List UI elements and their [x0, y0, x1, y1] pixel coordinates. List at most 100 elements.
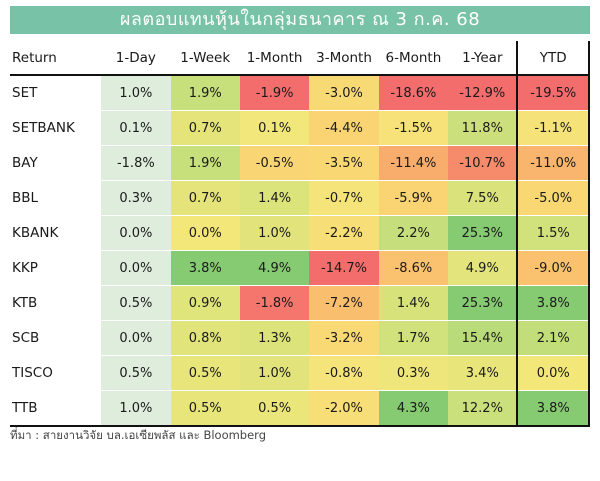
chart-title: ผลตอบแทนหุ้นในกลุ่มธนาคาร ณ 3 ก.ค. 68	[10, 6, 590, 34]
heatmap-cell: -1.5%	[378, 110, 449, 146]
row-label: TISCO	[10, 355, 102, 391]
heatmap-cell: 25.3%	[448, 285, 518, 321]
heatmap-cell: 3.4%	[448, 355, 518, 391]
heatmap-cell: 1.0%	[239, 215, 310, 251]
table-row-bay: BAY -1.8% 1.9% -0.5% -3.5% -11.4% -10.7% -11.0%	[10, 145, 590, 181]
heatmap-cell: 0.5%	[170, 390, 240, 427]
heatmap-cell: 0.0%	[101, 215, 171, 251]
heatmap-cell: -1.1%	[516, 110, 590, 146]
heatmap-cell: -3.0%	[309, 75, 379, 111]
table-row-bbl: BBL 0.3% 0.7% 1.4% -0.7% -5.9% 7.5% -5.0%	[10, 180, 590, 216]
heatmap-cell: 1.4%	[378, 285, 449, 321]
heatmap-cell: 3.8%	[516, 285, 590, 321]
heatmap-cell: 11.8%	[448, 110, 518, 146]
heatmap-cell: -2.2%	[309, 215, 379, 251]
heatmap-cell: -0.5%	[239, 145, 310, 181]
source-note: ที่มา : สายงานวิจัย บล.เอเซียพลัส และ Bl…	[10, 428, 267, 442]
heatmap-cell: 0.7%	[170, 110, 240, 146]
heatmap-cell: -11.4%	[378, 145, 449, 181]
heatmap-cell: -14.7%	[309, 250, 379, 286]
heatmap-body: SET 1.0% 1.9% -1.9% -3.0% -18.6% -12.9% -19.5% S…	[10, 75, 590, 427]
table-row-setbank: SETBANK 0.1% 0.7% 0.1% -4.4% -1.5% 11.8% -1.1%	[10, 110, 590, 146]
row-label: BAY	[10, 145, 102, 181]
row-label: BBL	[10, 180, 102, 216]
heatmap-cell: -18.6%	[378, 75, 449, 111]
table-row-kkp: KKP 0.0% 3.8% 4.9% -14.7% -8.6% 4.9% -9.0%	[10, 250, 590, 286]
heatmap-cell: -3.5%	[309, 145, 379, 181]
heatmap-cell: 3.8%	[170, 250, 240, 286]
column-header-3-month: 3-Month	[309, 41, 379, 76]
row-label: KKP	[10, 250, 102, 286]
heatmap-cell: 12.2%	[448, 390, 518, 427]
column-header-6-month: 6-Month	[378, 41, 449, 76]
column-header-1-month: 1-Month	[239, 41, 310, 76]
heatmap-cell: 0.1%	[239, 110, 310, 146]
column-header-1-week: 1-Week	[170, 41, 240, 76]
heatmap-cell: 7.5%	[448, 180, 518, 216]
heatmap-cell: -0.7%	[309, 180, 379, 216]
heatmap-cell: 1.0%	[101, 390, 171, 427]
heatmap-cell: -1.8%	[101, 145, 171, 181]
heatmap-cell: 0.3%	[101, 180, 171, 216]
table-row-set: SET 1.0% 1.9% -1.9% -3.0% -18.6% -12.9% -19.5%	[10, 75, 590, 111]
heatmap-cell: 2.1%	[516, 320, 590, 356]
heatmap-cell: 0.5%	[101, 355, 171, 391]
column-header-1-day: 1-Day	[101, 41, 171, 76]
column-header-ytd: YTD	[516, 41, 590, 76]
heatmap-cell: -0.8%	[309, 355, 379, 391]
heatmap-cell: 1.3%	[239, 320, 310, 356]
row-label: KBANK	[10, 215, 102, 251]
heatmap-cell: 1.5%	[516, 215, 590, 251]
heatmap-cell: 0.0%	[101, 250, 171, 286]
column-header-1-year: 1-Year	[448, 41, 518, 76]
heatmap-cell: 0.0%	[170, 215, 240, 251]
row-label: SCB	[10, 320, 102, 356]
heatmap-cell: 0.5%	[239, 390, 310, 427]
heatmap-cell: 25.3%	[448, 215, 518, 251]
heatmap-cell: -3.2%	[309, 320, 379, 356]
heatmap-cell: 1.4%	[239, 180, 310, 216]
heatmap-cell: -12.9%	[448, 75, 518, 111]
heatmap-cell: 0.3%	[378, 355, 449, 391]
heatmap-cell: -1.8%	[239, 285, 310, 321]
table-row-scb: SCB 0.0% 0.8% 1.3% -3.2% 1.7% 15.4% 2.1%	[10, 320, 590, 356]
heatmap-cell: 0.9%	[170, 285, 240, 321]
heatmap-cell: 1.9%	[170, 75, 240, 111]
table-row-tisco: TISCO 0.5% 0.5% 1.0% -0.8% 0.3% 3.4% 0.0%	[10, 355, 590, 391]
heatmap-cell: -8.6%	[378, 250, 449, 286]
heatmap-cell: -7.2%	[309, 285, 379, 321]
heatmap-cell: 0.0%	[101, 320, 171, 356]
heatmap-cell: -1.9%	[239, 75, 310, 111]
header-row: Return 1-Day 1-Week 1-Month 3-Month 6-Month 1…	[10, 41, 590, 76]
heatmap-cell: 4.3%	[378, 390, 449, 427]
heatmap-cell: 15.4%	[448, 320, 518, 356]
table-row-ktb: KTB 0.5% 0.9% -1.8% -7.2% 1.4% 25.3% 3.8%	[10, 285, 590, 321]
heatmap-cell: -2.0%	[309, 390, 379, 427]
heatmap-cell: 3.8%	[516, 390, 590, 427]
heatmap-cell: 0.5%	[101, 285, 171, 321]
return-heatmap-table: Return 1-Day 1-Week 1-Month 3-Month 6-Month 1…	[10, 41, 590, 427]
table-row-kbank: KBANK 0.0% 0.0% 1.0% -2.2% 2.2% 25.3% 1.5%	[10, 215, 590, 251]
heatmap-cell: 4.9%	[239, 250, 310, 286]
heatmap-cell: 2.2%	[378, 215, 449, 251]
heatmap-cell: -19.5%	[516, 75, 590, 111]
heatmap-cell: 0.5%	[170, 355, 240, 391]
heatmap-cell: 4.9%	[448, 250, 518, 286]
heatmap-cell: 0.0%	[516, 355, 590, 391]
heatmap-cell: 1.7%	[378, 320, 449, 356]
heatmap-cell: -5.0%	[516, 180, 590, 216]
heatmap-cell: 0.7%	[170, 180, 240, 216]
heatmap-cell: -10.7%	[448, 145, 518, 181]
heatmap-cell: 0.8%	[170, 320, 240, 356]
heatmap-cell: 0.1%	[101, 110, 171, 146]
row-label: TTB	[10, 390, 102, 427]
heatmap-cell: 1.0%	[101, 75, 171, 111]
row-label: SETBANK	[10, 110, 102, 146]
heatmap-cell: 1.9%	[170, 145, 240, 181]
heatmap-cell: -5.9%	[378, 180, 449, 216]
heatmap-cell: -9.0%	[516, 250, 590, 286]
corner-label: Return	[10, 41, 102, 76]
heatmap-cell: -11.0%	[516, 145, 590, 181]
table-row-ttb: TTB 1.0% 0.5% 0.5% -2.0% 4.3% 12.2% 3.8%	[10, 390, 590, 427]
row-label: KTB	[10, 285, 102, 321]
